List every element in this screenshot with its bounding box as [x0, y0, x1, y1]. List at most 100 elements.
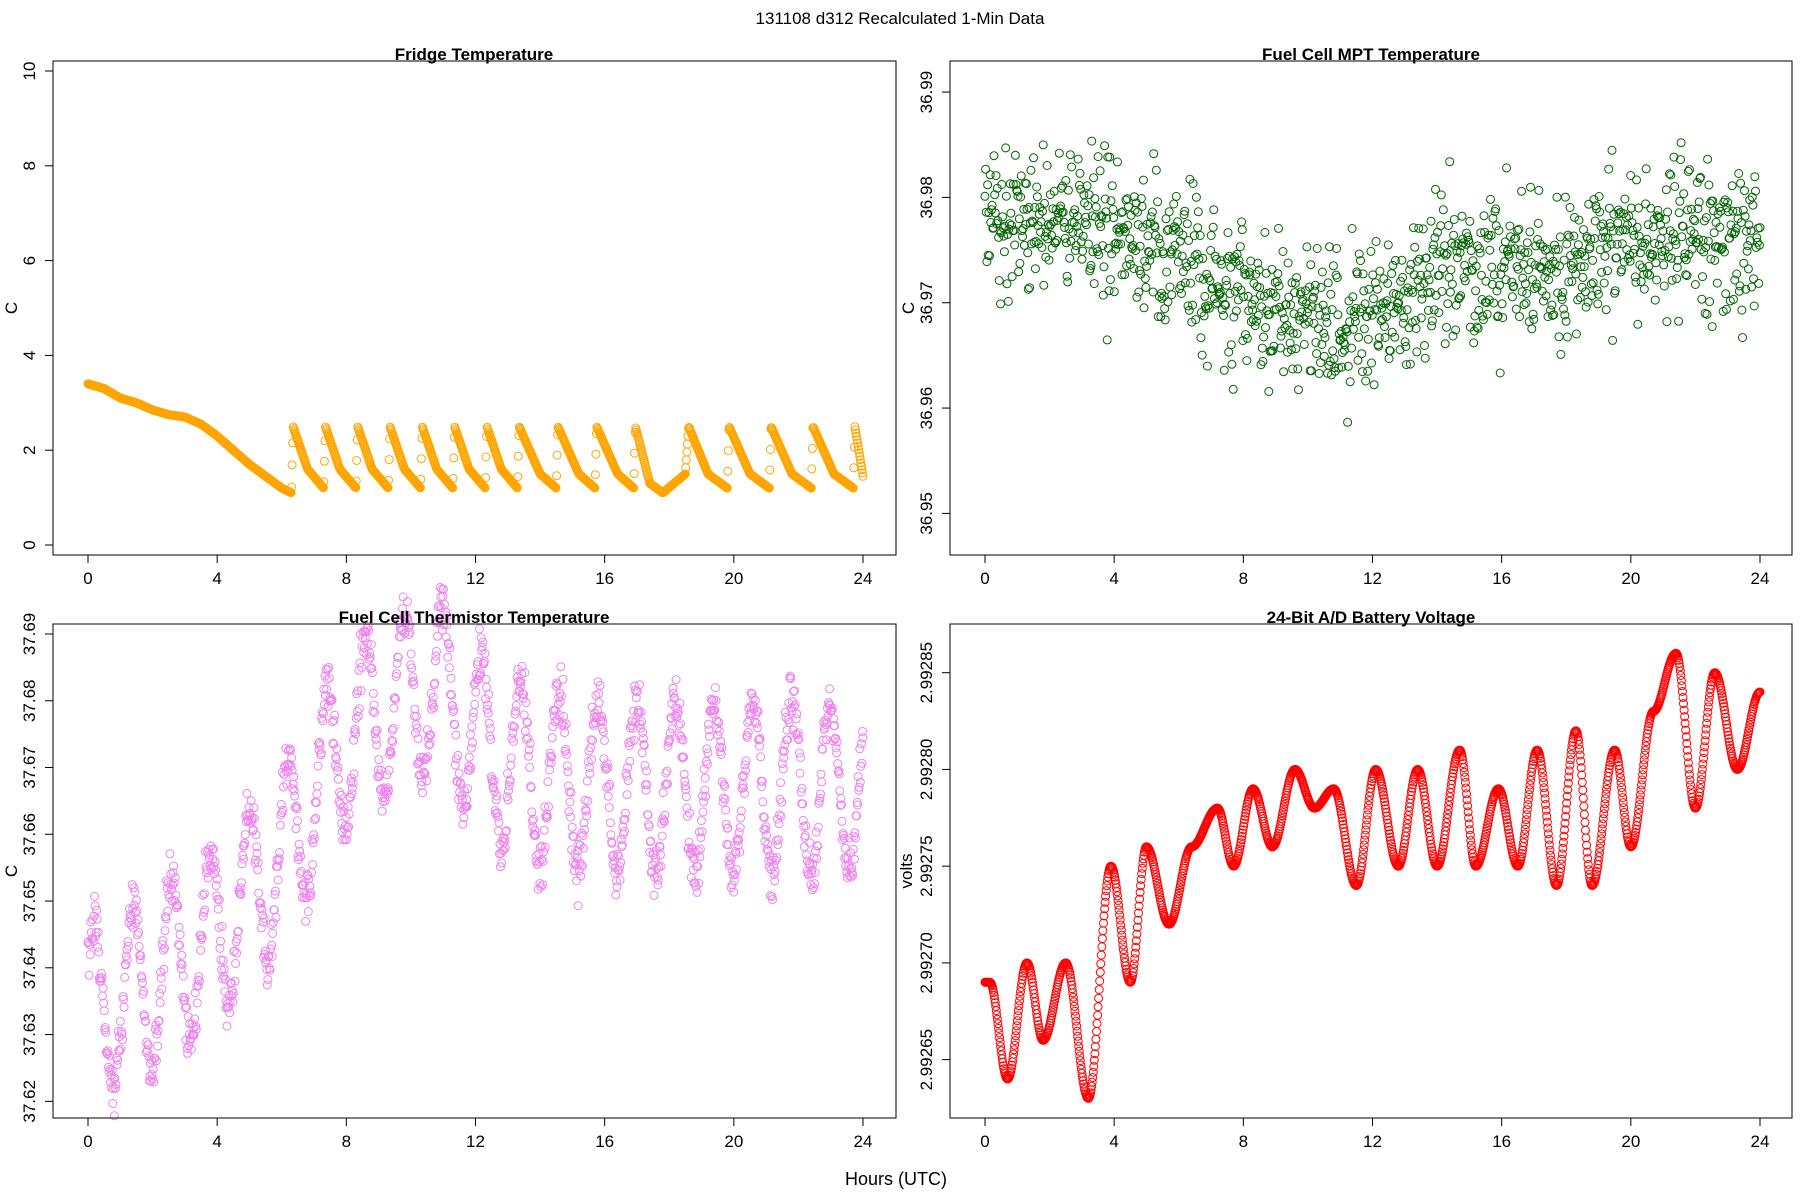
fuel-cell-mpt-temperature-point	[1727, 181, 1737, 191]
fuel-cell-thermistor-temperature-point	[406, 649, 416, 659]
fuel-cell-mpt-temperature-point	[1529, 314, 1539, 324]
fuel-cell-mpt-temperature-point	[1360, 299, 1370, 309]
fuel-cell-mpt-temperature-point	[1725, 233, 1735, 243]
fuel-cell-thermistor-temperature-point	[174, 922, 184, 932]
fuel-cell-mpt-temperature-point	[1215, 287, 1225, 297]
fuel-cell-thermistor-temperature-point	[674, 720, 684, 730]
fuel-cell-thermistor-temperature-point	[852, 811, 861, 821]
fuel-cell-mpt-temperature-point	[1285, 338, 1295, 348]
fuel-cell-thermistor-temperature-point	[160, 926, 170, 936]
fuel-cell-thermistor-temperature-point	[527, 807, 537, 817]
fuel-cell-mpt-temperature-point	[1446, 265, 1456, 275]
fuel-cell-mpt-temperature-point	[1443, 299, 1453, 309]
fuel-cell-mpt-temperature-point	[1129, 264, 1139, 273]
fuel-cell-mpt-temperature-point	[1237, 225, 1247, 235]
fuel-cell-mpt-temperature-point	[1309, 318, 1319, 328]
fuel-cell-mpt-temperature-point	[1390, 255, 1400, 265]
fuel-cell-mpt-temperature-point	[1188, 179, 1198, 188]
fuel-cell-thermistor-temperature-point	[273, 875, 283, 885]
fridge-temperature-point	[765, 445, 775, 454]
fuel-cell-mpt-temperature-point	[1384, 354, 1394, 364]
fuel-cell-mpt-temperature-point	[1670, 182, 1680, 191]
fuel-cell-mpt-temperature-point	[1152, 248, 1162, 258]
fuel-cell-mpt-temperature-point	[1080, 218, 1090, 228]
fuel-cell-mpt-temperature-point	[1751, 186, 1760, 196]
fuel-cell-mpt-temperature-x-tick-label: 20	[1621, 569, 1640, 588]
fuel-cell-mpt-temperature-point	[1374, 333, 1384, 343]
fuel-cell-mpt-temperature-point	[1457, 211, 1467, 221]
fuel-cell-mpt-temperature-point	[1031, 237, 1041, 246]
fuel-cell-mpt-temperature-point	[1147, 250, 1157, 259]
fuel-cell-mpt-temperature-point	[1224, 347, 1234, 357]
fridge-temperature-plot-frame	[52, 60, 897, 556]
fuel-cell-mpt-temperature-point	[1253, 258, 1263, 268]
fuel-cell-mpt-temperature-point	[1047, 243, 1057, 253]
fuel-cell-mpt-temperature-point	[1221, 276, 1231, 285]
fuel-cell-mpt-temperature-point	[1032, 182, 1042, 192]
fuel-cell-mpt-temperature-point	[1600, 251, 1610, 261]
fuel-cell-mpt-temperature-point	[1562, 332, 1572, 342]
fuel-cell-mpt-temperature-point	[1010, 150, 1020, 160]
fuel-cell-mpt-temperature-point	[1010, 240, 1020, 250]
fuel-cell-mpt-temperature-point	[1445, 287, 1455, 297]
fuel-cell-mpt-temperature-point	[1164, 207, 1174, 217]
fuel-cell-mpt-temperature-point	[1148, 287, 1158, 297]
fuel-cell-thermistor-temperature-point	[263, 975, 273, 985]
fuel-cell-mpt-temperature-point	[1383, 278, 1393, 288]
fuel-cell-mpt-temperature-point	[1100, 194, 1110, 204]
fridge-temperature-point	[448, 483, 458, 493]
fuel-cell-thermistor-temperature-point	[92, 914, 102, 924]
fuel-cell-mpt-temperature-point	[1597, 267, 1607, 277]
fuel-cell-mpt-temperature-point	[1648, 222, 1658, 232]
fuel-cell-mpt-temperature-point	[1740, 186, 1749, 196]
fuel-cell-thermistor-temperature-point	[600, 735, 609, 745]
fuel-cell-thermistor-temperature-point	[565, 797, 575, 807]
fuel-cell-mpt-temperature-x-tick-label: 24	[1751, 569, 1770, 588]
fuel-cell-mpt-temperature-point	[1250, 321, 1260, 331]
fuel-cell-mpt-temperature-x-tick-label: 8	[1239, 569, 1248, 588]
fuel-cell-mpt-temperature-point	[1200, 291, 1210, 301]
fuel-cell-mpt-temperature-point	[1173, 257, 1183, 267]
fuel-cell-mpt-temperature-point	[1571, 329, 1581, 339]
fuel-cell-mpt-temperature-point	[1675, 196, 1685, 206]
fridge-temperature-point	[723, 446, 733, 456]
fuel-cell-thermistor-temperature-point	[422, 776, 432, 786]
fridge-temperature-point	[723, 466, 733, 476]
fuel-cell-mpt-temperature-point	[1098, 241, 1108, 251]
fuel-cell-mpt-temperature-point	[1237, 217, 1247, 227]
fuel-cell-mpt-temperature-point	[1063, 277, 1073, 287]
fuel-cell-mpt-temperature-point	[1078, 246, 1088, 256]
fuel-cell-mpt-temperature-point	[1372, 284, 1382, 294]
fuel-cell-mpt-temperature-point	[1230, 286, 1240, 296]
fuel-cell-mpt-temperature-point	[1641, 199, 1651, 209]
battery-voltage-point	[1093, 1010, 1103, 1020]
fuel-cell-mpt-temperature-point	[1359, 324, 1369, 334]
fridge-temperature-y-tick-label: 2	[20, 445, 39, 454]
fuel-cell-mpt-temperature-point	[1289, 309, 1299, 319]
fuel-cell-mpt-temperature-point	[1117, 270, 1127, 280]
fridge-temperature-point	[510, 480, 519, 490]
fuel-cell-mpt-temperature-point	[1273, 269, 1283, 279]
fridge-temperature-x-tick-label: 0	[83, 569, 92, 588]
fuel-cell-thermistor-temperature-point	[649, 890, 659, 900]
fuel-cell-mpt-temperature-point	[1002, 279, 1012, 289]
fuel-cell-mpt-temperature-point	[1225, 289, 1235, 298]
fridge-temperature-point	[448, 473, 458, 483]
fuel-cell-mpt-temperature-point	[1025, 283, 1035, 293]
fuel-cell-mpt-temperature-point	[1209, 205, 1219, 215]
fuel-cell-mpt-temperature-point	[1228, 384, 1238, 394]
fuel-cell-mpt-temperature-point	[1030, 264, 1040, 274]
fuel-cell-thermistor-temperature-point	[710, 683, 720, 693]
fuel-cell-mpt-temperature-point	[1381, 312, 1391, 322]
fuel-cell-mpt-temperature-point	[1099, 262, 1109, 272]
fuel-cell-mpt-temperature-point	[1189, 231, 1199, 241]
fuel-cell-mpt-temperature-point	[1749, 301, 1759, 311]
fuel-cell-mpt-temperature-point	[1087, 136, 1097, 146]
fuel-cell-mpt-temperature-point	[1143, 231, 1153, 241]
fuel-cell-mpt-temperature-point	[1218, 293, 1228, 302]
fridge-temperature-point	[286, 488, 296, 498]
fuel-cell-mpt-temperature-point	[1332, 244, 1342, 253]
fuel-cell-thermistor-temperature-point	[576, 871, 586, 881]
fridge-temperature-point	[856, 458, 866, 468]
